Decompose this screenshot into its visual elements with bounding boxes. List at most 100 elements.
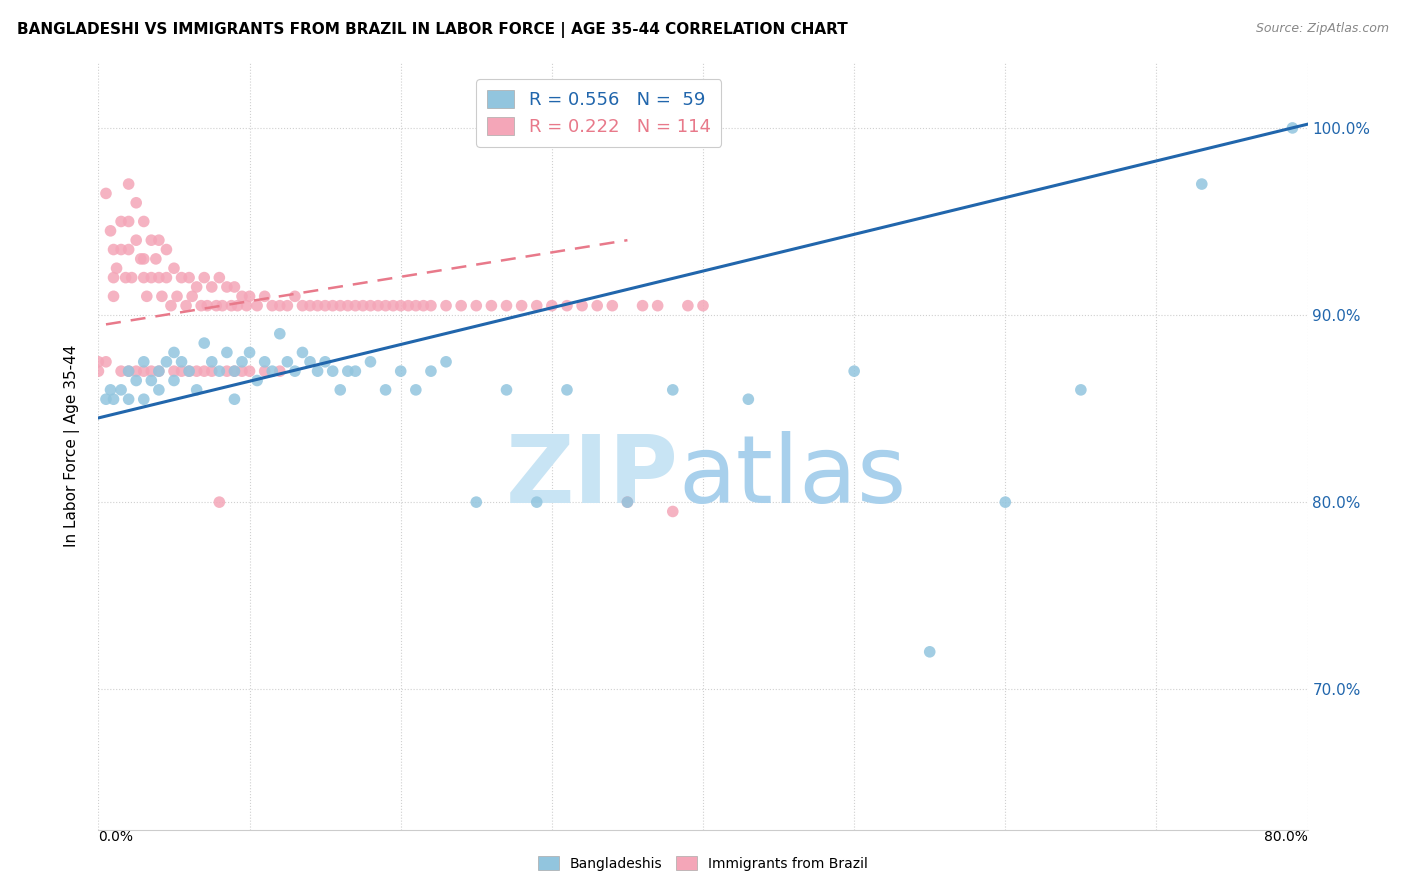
Point — [94, 355, 117, 369]
Point — [179, 270, 201, 285]
Point — [166, 289, 188, 303]
Point — [555, 299, 578, 313]
Point — [329, 383, 352, 397]
Point — [170, 270, 193, 285]
Point — [526, 299, 548, 313]
Point — [141, 270, 163, 285]
Point — [291, 345, 314, 359]
Point — [360, 299, 382, 313]
Point — [179, 364, 201, 378]
Point — [186, 364, 208, 378]
Point — [181, 289, 204, 303]
Point — [129, 252, 152, 266]
Point — [155, 243, 177, 257]
Point — [692, 299, 714, 313]
Point — [329, 299, 352, 313]
Point — [201, 364, 224, 378]
Point — [114, 270, 136, 285]
Point — [231, 289, 253, 303]
Point — [465, 299, 488, 313]
Point — [336, 364, 359, 378]
Point — [344, 364, 367, 378]
Point — [118, 214, 141, 228]
Point — [299, 299, 322, 313]
Point — [994, 495, 1017, 509]
Point — [110, 214, 132, 228]
Point — [314, 355, 336, 369]
Point — [314, 299, 336, 313]
Point — [616, 495, 638, 509]
Point — [307, 364, 329, 378]
Point — [155, 355, 177, 369]
Point — [253, 364, 276, 378]
Point — [510, 299, 533, 313]
Point — [661, 504, 683, 518]
Point — [1191, 177, 1213, 191]
Point — [253, 289, 276, 303]
Point — [495, 383, 517, 397]
Point — [647, 299, 669, 313]
Point — [201, 355, 224, 369]
Point — [344, 299, 367, 313]
Point — [737, 392, 759, 407]
Point — [155, 270, 177, 285]
Point — [148, 364, 170, 378]
Point — [193, 270, 215, 285]
Legend: Bangladeshis, Immigrants from Brazil: Bangladeshis, Immigrants from Brazil — [533, 850, 873, 876]
Point — [526, 495, 548, 509]
Point — [110, 383, 132, 397]
Point — [163, 345, 186, 359]
Point — [405, 299, 427, 313]
Point — [382, 299, 405, 313]
Point — [100, 224, 122, 238]
Text: Source: ZipAtlas.com: Source: ZipAtlas.com — [1256, 22, 1389, 36]
Point — [118, 364, 141, 378]
Point — [87, 364, 110, 378]
Point — [434, 299, 457, 313]
Y-axis label: In Labor Force | Age 35-44: In Labor Force | Age 35-44 — [63, 345, 80, 547]
Point — [118, 364, 141, 378]
Point — [231, 364, 253, 378]
Point — [193, 364, 215, 378]
Point — [420, 364, 443, 378]
Point — [396, 299, 419, 313]
Point — [389, 299, 412, 313]
Point — [540, 299, 562, 313]
Point — [125, 233, 148, 247]
Point — [135, 289, 157, 303]
Point — [118, 392, 141, 407]
Point — [221, 299, 243, 313]
Point — [186, 383, 208, 397]
Point — [170, 364, 193, 378]
Point — [465, 495, 488, 509]
Point — [174, 299, 197, 313]
Point — [616, 495, 638, 509]
Text: 80.0%: 80.0% — [1264, 830, 1308, 844]
Point — [284, 364, 307, 378]
Point — [246, 374, 269, 388]
Point — [374, 383, 396, 397]
Point — [450, 299, 472, 313]
Point — [103, 392, 125, 407]
Point — [186, 280, 208, 294]
Point — [148, 383, 170, 397]
Point — [284, 289, 307, 303]
Point — [246, 299, 269, 313]
Point — [231, 355, 253, 369]
Point — [163, 261, 186, 276]
Point — [224, 364, 246, 378]
Point — [389, 364, 412, 378]
Point — [276, 299, 298, 313]
Point — [148, 364, 170, 378]
Point — [211, 299, 233, 313]
Point — [121, 270, 143, 285]
Point — [224, 364, 246, 378]
Point — [299, 355, 322, 369]
Point — [226, 299, 249, 313]
Point — [103, 270, 125, 285]
Point — [193, 336, 215, 351]
Point — [276, 355, 298, 369]
Text: atlas: atlas — [679, 431, 907, 523]
Point — [374, 299, 396, 313]
Point — [100, 383, 122, 397]
